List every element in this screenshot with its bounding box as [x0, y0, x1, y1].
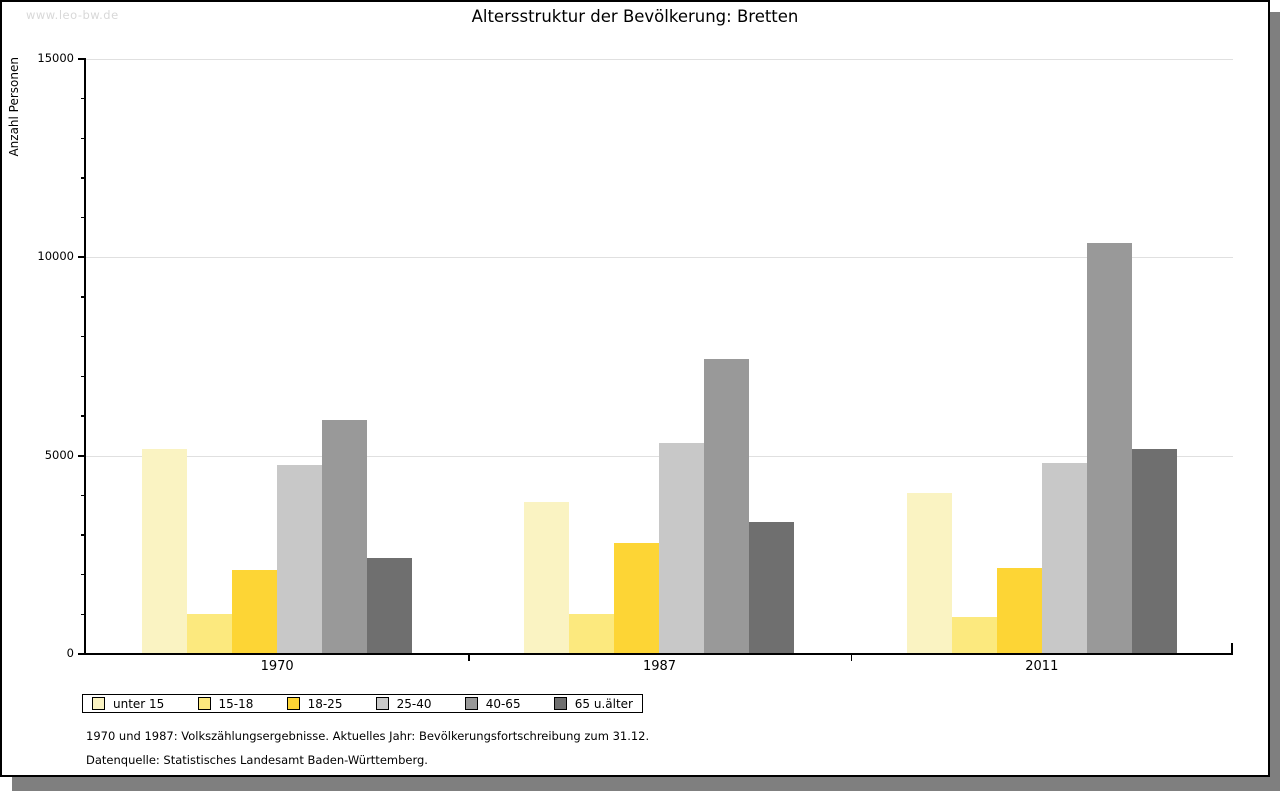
bar-2011-unter 15 [906, 492, 952, 654]
y-tick [78, 58, 86, 60]
chart-title: Altersstruktur der Bevölkerung: Bretten [471, 7, 799, 26]
y-tick-label: 10000 [37, 249, 74, 264]
legend-item-40-65: 40-65 [464, 696, 521, 711]
legend-item-25-40: 25-40 [375, 696, 432, 711]
legend-label: 15-18 [218, 696, 254, 711]
legend-swatch [553, 697, 567, 710]
legend: unter 15 15-18 18-25 25-40 40-65 65 u.älter [82, 694, 643, 713]
y-minor-tick [81, 415, 86, 417]
page-shadow-bottom [12, 777, 1270, 791]
y-minor-tick [81, 573, 86, 576]
page: www.leo-bw.de Altersstruktur der Bevölke… [0, 0, 1270, 777]
bar-1987-15-18 [569, 613, 615, 654]
bar-1970-18-25 [232, 569, 278, 654]
page-shadow-right [1270, 12, 1280, 791]
footnote-source-note: 1970 und 1987: Volkszählungsergebnisse. … [86, 729, 650, 743]
y-tick [78, 653, 86, 655]
bar-group-1970 [86, 59, 468, 654]
legend-swatch [375, 697, 389, 710]
y-minor-tick [81, 177, 86, 179]
bar-1987-18-25 [614, 542, 660, 654]
bar-2011-25-40 [1041, 462, 1087, 654]
legend-label: 25-40 [396, 696, 432, 711]
x-category-label: 1970 [260, 659, 294, 674]
x-tick [468, 655, 470, 661]
bar-1987-40-65 [704, 359, 750, 654]
legend-swatch [464, 697, 478, 710]
bar-1987-65 u.älter [749, 521, 795, 654]
legend-item-65 u.älter: 65 u.älter [553, 696, 633, 711]
y-minor-tick [81, 296, 86, 298]
x-axis-end-tick [1231, 643, 1233, 653]
legend-swatch [286, 697, 300, 710]
gridline-10000 [86, 257, 1233, 259]
y-tick-label: 0 [66, 646, 74, 660]
x-category-label: 1987 [642, 659, 677, 674]
y-tick [78, 454, 86, 457]
y-minor-tick [81, 613, 86, 616]
y-minor-tick [81, 494, 86, 497]
legend-label: 18-25 [307, 696, 343, 711]
y-tick-label: 5000 [44, 447, 74, 462]
y-tick [78, 256, 86, 259]
x-category-label: 2011 [1025, 659, 1059, 674]
watermark: www.leo-bw.de [26, 8, 119, 22]
bar-1970-unter 15 [142, 448, 188, 654]
x-axis-line [84, 653, 1233, 655]
y-minor-tick [81, 216, 86, 219]
y-minor-tick [81, 335, 86, 338]
bar-1987-unter 15 [524, 502, 570, 654]
y-axis: 0 5000 10000 15000 [2, 51, 86, 660]
legend-item-unter 15: unter 15 [92, 697, 164, 710]
footnote-data-source: Datenquelle: Statistisches Landesamt Bad… [86, 753, 428, 767]
y-axis-line [84, 58, 86, 655]
y-minor-tick [81, 137, 86, 140]
legend-label: 65 u.älter [574, 696, 633, 711]
legend-swatch [197, 697, 211, 710]
legend-swatch [92, 697, 105, 710]
bar-group-2011 [851, 59, 1233, 654]
bar-1970-40-65 [322, 420, 368, 654]
bar-1970-65 u.älter [367, 558, 413, 654]
gridline-15000 [86, 59, 1233, 60]
y-minor-tick [81, 534, 86, 536]
y-minor-tick [81, 97, 86, 100]
bar-2011-40-65 [1086, 243, 1132, 654]
bar-1987-25-40 [659, 442, 705, 654]
bar-2011-65 u.älter [1131, 448, 1177, 654]
bar-group-1987 [468, 59, 850, 654]
bar-1970-15-18 [187, 613, 233, 654]
y-minor-tick [81, 375, 86, 378]
plot-area: 1970 1987 2011 [86, 59, 1233, 674]
bar-2011-18-25 [996, 567, 1042, 654]
legend-label: unter 15 [113, 696, 165, 711]
y-tick-label: 15000 [37, 51, 74, 65]
legend-label: 40-65 [485, 696, 521, 711]
legend-item-15-18: 15-18 [197, 696, 254, 711]
bar-2011-15-18 [951, 616, 997, 654]
legend-item-18-25: 18-25 [286, 696, 343, 711]
x-tick [850, 655, 853, 661]
bar-1970-25-40 [277, 464, 323, 654]
